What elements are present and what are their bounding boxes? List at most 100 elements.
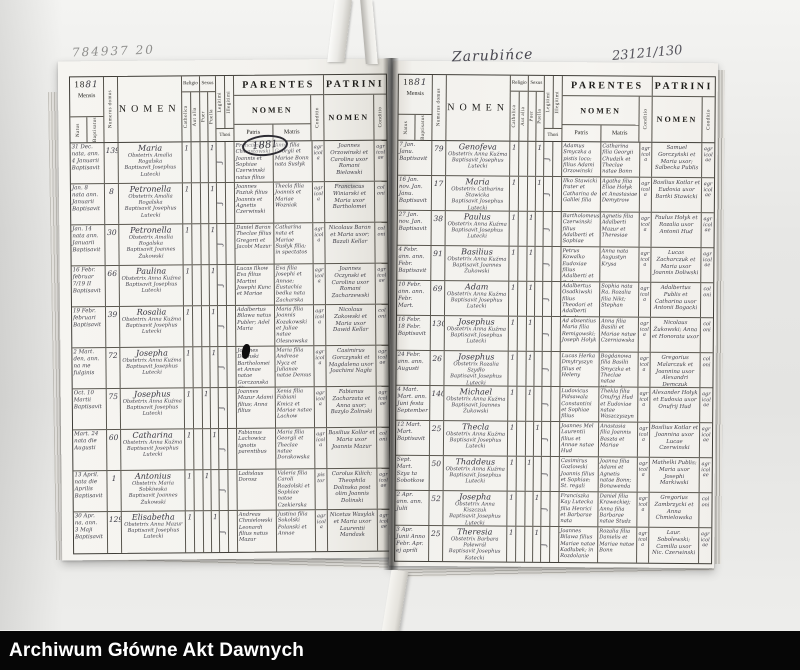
patrini-conditio-value: coloni <box>703 286 712 298</box>
row-nomen: Petronella Obstetrix Amalia Rogalska Bapti… <box>118 183 184 224</box>
religio-catholica-mark: 1 <box>183 265 193 306</box>
baptisavit-note: Baptisavit Josephus Lutecki <box>126 445 179 459</box>
baptisavit-note: Baptisavit Josephus Lutecki <box>125 281 178 295</box>
row-patris: Joannes Paziuk filius Joannis et Agnetis… <box>234 182 275 223</box>
row-patris: Fabianus Lachowicz ignotis parentibus <box>237 428 277 469</box>
patrini-conditio-value: agricolae <box>703 146 713 164</box>
thori-legitimi-mark: ʃ <box>541 491 551 526</box>
thori-legitimi-mark: ʃ <box>542 351 552 386</box>
row-patrini: Gregorius Zambrzycki et Anna Chmielowska <box>649 492 700 528</box>
religio-catholica-mark: 1 <box>508 386 518 421</box>
religio-aut-alia-cell <box>194 511 205 553</box>
parentes-conditio-label: Conditio <box>314 107 320 129</box>
thori-legitimi-mark: ʃ <box>219 469 229 511</box>
row-patrini: Fabianus Zacharzata et Anna uxor; Bazylo… <box>326 386 378 428</box>
religio-catholica-mark: 1 <box>183 224 193 265</box>
row-dates: 2 Mart. den, ann. na me fulginis <box>72 348 107 389</box>
row-dates: Jan. 14 nata ann. Januarii Baptisavit <box>71 225 106 266</box>
parentes-conditio-value: pistor <box>315 469 328 510</box>
religio-aut-alia-cell <box>192 265 202 306</box>
parentes-conditio-value: agricola <box>639 177 653 212</box>
thori-legitimi-mark: ʃ <box>219 428 229 470</box>
baptisavit-note: Baptisavit Josephus Lutecki <box>124 164 177 178</box>
row-matris: Sophia nata Ra, Rozalia filia Nikt; Step… <box>599 282 640 317</box>
religio-aut-alia-cell <box>517 281 528 316</box>
parentes-conditio-value: agricola <box>314 346 327 387</box>
row-patris: Adalbertus Osadkiwski filius Theodori et… <box>560 282 601 317</box>
row-dates: 4 Mart. Mart. ann. Juni festa September <box>396 385 431 421</box>
puer-label: Puer <box>529 110 535 122</box>
row-patrini: Adalbertus Publis et Catharina uxor Anto… <box>650 282 702 318</box>
parentes-nomen-label: NOMEN <box>251 104 293 115</box>
sexus-puella-mark <box>535 246 544 281</box>
row-matris: Xenia filia Fabiani Kmicz et Mariae nata… <box>275 387 316 428</box>
thori-legitimi-mark: ʃ <box>541 526 551 562</box>
thori-illegitimi-cell <box>552 246 562 282</box>
register-page-right: 1881 Mensis Natus Baptisatus Numerus dom… <box>389 60 718 569</box>
row-house-number: 69 <box>430 281 446 316</box>
parentes-conditio-value: agricola <box>313 264 326 305</box>
sexus-puer-mark <box>525 526 534 562</box>
thori-legitimi-mark: ʃ <box>543 176 554 211</box>
sexus-puella-mark: 1 <box>535 176 545 211</box>
register-row: Sept. Mart. Szya ta Sobotkow 50 Thaddeus Ob… <box>395 455 712 494</box>
row-house-number: 1 <box>107 470 122 512</box>
register-row: 31 Dec. nata, ann. 4 Januarii Baptisavit… <box>70 140 387 185</box>
baptisavit-note: Baptisavit Josephus Kotecki <box>448 548 501 562</box>
thori-illegitimi-cell <box>551 386 561 422</box>
row-matris: Maria filia Georgii et Theclae natae Dor… <box>276 428 316 469</box>
row-house-number: 129 <box>107 511 123 554</box>
row-nomen: Maria Obstetrix Catharina Stawicka Baptisa… <box>445 176 511 211</box>
patris-label: Patris <box>562 125 601 142</box>
thori-illegitimi-cell <box>228 428 238 469</box>
row-dates: 16 Febr. februar 7/19 II Baptisavit <box>71 266 106 307</box>
row-patris: Casimirus Gozlowski Joannis filius et So… <box>559 457 599 492</box>
baptisavit-note: Baptisavit Joannes Żukowski <box>452 262 502 275</box>
register-table-left: 1881 Mensis Natus Baptisatus Numerus dom… <box>68 73 392 555</box>
row-nomen: Josephus Obstetrix Rozalia Szydło Baptisav… <box>444 351 509 386</box>
row-patrini: Gregorius Malarczuk et Joannina uxor Ale… <box>650 352 701 388</box>
baptized-name: Adam <box>465 282 489 292</box>
sexus-puer-mark: 1 <box>527 211 536 246</box>
register-row: 16 Jan. nov. Jan. Janu. Baptisavit 17 Mari… <box>397 175 715 214</box>
parentes-conditio-value: agricola <box>312 141 325 182</box>
religio-aut-alia-cell <box>518 246 528 281</box>
row-matris: Daniel filia Kraweckiej; Anna filia Barb… <box>598 492 638 527</box>
row-patrini: Paulus Hołyk et Rozalia uxor Antonii Hud <box>651 212 702 248</box>
patrini-label: PATRINI <box>323 74 387 96</box>
thori-illegitimi-cell <box>551 351 561 387</box>
row-matris: Agnetis filia Adalberti Mazur et Theresi… <box>600 212 640 247</box>
parentes-conditio-value: agricola <box>637 492 650 527</box>
row-patrini: Nicolaus Baran et Maria uxor; Bazali Kel… <box>325 222 376 264</box>
baptisavit-note: Baptisavit Josephus Lutecki <box>450 332 503 345</box>
baptisavit-note: Baptisavit Josephus Lutecki <box>451 227 504 240</box>
row-nomen: Adam Obstetrix Anna Kuźma Baptisavit Josep… <box>444 281 510 316</box>
thori-illegitimi-cell <box>225 182 236 223</box>
row-dates: 27 Jan. nov. Jan. Baptisavit <box>397 210 432 246</box>
patrini-nomen-label: NOMEN <box>328 112 370 123</box>
obstetrix-note: Obstetrix Amalia Rogalska <box>128 234 174 247</box>
register-row: 27 Jan. nov. Jan. Baptisavit 38 Paulus Obst… <box>397 210 714 249</box>
bookmark-ribbon-top-right <box>360 0 378 64</box>
row-house-number: 39 <box>105 306 121 348</box>
row-nomen: Petronella Obstetrix Amalia Rogalska Bapti… <box>119 224 184 265</box>
row-patris: Adamus Smyczka a pistis loco; filius Ada… <box>562 142 602 177</box>
religio-aut-alia-cell <box>516 526 526 562</box>
register-row: 16 Febr. 18 Febr. Baptisavit 130 Josephus O… <box>396 315 713 354</box>
puer-label: Puer <box>201 111 207 123</box>
parentes-conditio-value: agricola <box>637 422 651 457</box>
parentes-conditio-value: agricola <box>639 212 652 247</box>
legitimi-label: Legitimi <box>217 91 223 113</box>
row-patris: Ilko Stawicki frater et Catharina de Gal… <box>561 177 602 212</box>
patrini-conditio-value: agricolae <box>701 391 711 409</box>
register-row: 2 Apr. ann. ann. Julii 52 Josepha Obstetrix… <box>395 490 712 529</box>
baptized-name: Paulus <box>463 212 491 222</box>
religio-catholica-mark: 1 <box>510 141 520 176</box>
row-dates: Mart. 24 nata die Augusti <box>73 430 108 471</box>
row-nomen: Michael Obstetrix Anna Kuźma Baptisavit Jo… <box>444 386 509 421</box>
row-patrini: Basilius Kollar et Maria uxor Joannis Ma… <box>327 427 378 469</box>
religio-catholica-mark: 1 <box>509 211 519 246</box>
obstetrix-note: Obstetrix Maria Sobkiwska <box>132 480 174 493</box>
row-dates: 24 Febr. ann. ann. Augusti <box>396 350 431 386</box>
parentes-label: PARENTES <box>233 75 324 96</box>
